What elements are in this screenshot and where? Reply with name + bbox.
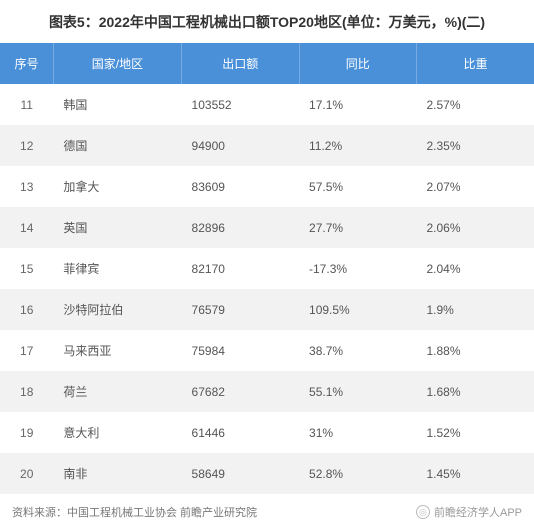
table-row: 12德国9490011.2%2.35%: [0, 125, 534, 166]
table-row: 17马来西亚7598438.7%1.88%: [0, 330, 534, 371]
cell-region: 马来西亚: [53, 330, 181, 371]
cell-region: 菲律宾: [53, 248, 181, 289]
watermark-text: 前瞻经济学人APP: [434, 504, 522, 520]
cell-share: 2.06%: [416, 207, 534, 248]
col-header-seq: 序号: [0, 43, 53, 84]
cell-share: 1.68%: [416, 371, 534, 412]
watermark: ◎ 前瞻经济学人APP: [416, 504, 522, 520]
cell-share: 2.57%: [416, 84, 534, 125]
cell-export: 82896: [182, 207, 299, 248]
cell-region: 荷兰: [53, 371, 181, 412]
cell-share: 2.35%: [416, 125, 534, 166]
cell-export: 61446: [182, 412, 299, 453]
cell-seq: 18: [0, 371, 53, 412]
cell-yoy: 31%: [299, 412, 416, 453]
chart-container: 图表5：2022年中国工程机械出口额TOP20地区(单位：万美元，%)(二) 序…: [0, 0, 534, 528]
cell-export: 103552: [182, 84, 299, 125]
col-header-share: 比重: [416, 43, 534, 84]
col-header-region: 国家/地区: [53, 43, 181, 84]
cell-share: 1.9%: [416, 289, 534, 330]
cell-region: 加拿大: [53, 166, 181, 207]
cell-share: 2.07%: [416, 166, 534, 207]
cell-region: 德国: [53, 125, 181, 166]
table-row: 16沙特阿拉伯76579109.5%1.9%: [0, 289, 534, 330]
cell-share: 1.88%: [416, 330, 534, 371]
cell-share: 2.04%: [416, 248, 534, 289]
cell-export: 76579: [182, 289, 299, 330]
cell-export: 82170: [182, 248, 299, 289]
cell-seq: 11: [0, 84, 53, 125]
footer: 资料来源：中国工程机械工业协会 前瞻产业研究院 ◎ 前瞻经济学人APP: [0, 494, 534, 528]
cell-seq: 15: [0, 248, 53, 289]
chart-title: 图表5：2022年中国工程机械出口额TOP20地区(单位：万美元，%)(二): [0, 0, 534, 43]
cell-export: 67682: [182, 371, 299, 412]
cell-share: 1.52%: [416, 412, 534, 453]
cell-yoy: 11.2%: [299, 125, 416, 166]
table-row: 15菲律宾82170-17.3%2.04%: [0, 248, 534, 289]
cell-yoy: 38.7%: [299, 330, 416, 371]
cell-export: 94900: [182, 125, 299, 166]
cell-region: 南非: [53, 453, 181, 494]
cell-yoy: 55.1%: [299, 371, 416, 412]
cell-region: 韩国: [53, 84, 181, 125]
table-header-row: 序号 国家/地区 出口额 同比 比重: [0, 43, 534, 84]
table-row: 13加拿大8360957.5%2.07%: [0, 166, 534, 207]
source-text: 资料来源：中国工程机械工业协会 前瞻产业研究院: [12, 504, 257, 520]
cell-seq: 20: [0, 453, 53, 494]
cell-yoy: 57.5%: [299, 166, 416, 207]
table-row: 19意大利6144631%1.52%: [0, 412, 534, 453]
cell-seq: 19: [0, 412, 53, 453]
cell-region: 沙特阿拉伯: [53, 289, 181, 330]
table-row: 14英国8289627.7%2.06%: [0, 207, 534, 248]
table-row: 18荷兰6768255.1%1.68%: [0, 371, 534, 412]
cell-share: 1.45%: [416, 453, 534, 494]
cell-yoy: 52.8%: [299, 453, 416, 494]
watermark-icon: ◎: [416, 505, 430, 519]
cell-seq: 17: [0, 330, 53, 371]
cell-export: 75984: [182, 330, 299, 371]
cell-region: 意大利: [53, 412, 181, 453]
cell-seq: 14: [0, 207, 53, 248]
cell-yoy: 17.1%: [299, 84, 416, 125]
cell-seq: 13: [0, 166, 53, 207]
cell-seq: 16: [0, 289, 53, 330]
cell-yoy: 109.5%: [299, 289, 416, 330]
col-header-export: 出口额: [182, 43, 299, 84]
col-header-yoy: 同比: [299, 43, 416, 84]
cell-yoy: 27.7%: [299, 207, 416, 248]
table-row: 11韩国10355217.1%2.57%: [0, 84, 534, 125]
data-table: 序号 国家/地区 出口额 同比 比重 11韩国10355217.1%2.57%1…: [0, 43, 534, 494]
cell-region: 英国: [53, 207, 181, 248]
cell-yoy: -17.3%: [299, 248, 416, 289]
cell-export: 83609: [182, 166, 299, 207]
table-body: 11韩国10355217.1%2.57%12德国9490011.2%2.35%1…: [0, 84, 534, 494]
cell-export: 58649: [182, 453, 299, 494]
cell-seq: 12: [0, 125, 53, 166]
table-row: 20南非5864952.8%1.45%: [0, 453, 534, 494]
